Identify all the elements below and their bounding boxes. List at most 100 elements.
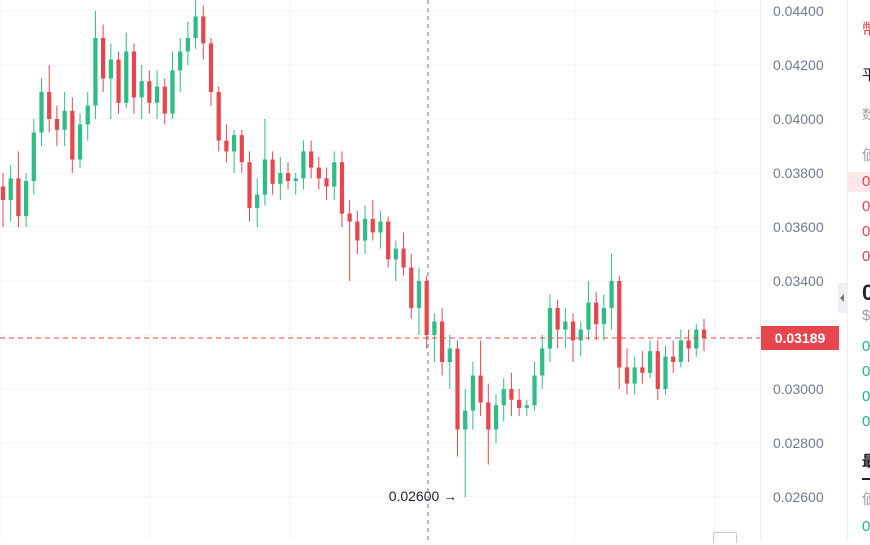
orderbook-price-column-label: 価 [862,144,870,165]
candle-body [170,70,175,114]
candle-body [255,194,260,209]
candle-body [655,351,660,389]
candle-body [478,375,483,403]
recent-trades-tab-underline [862,478,870,480]
chart-canvas[interactable]: 0.02600 → [0,0,760,540]
candle-body [116,59,121,103]
orderbook-sell-row[interactable]: 0 [862,248,870,265]
orderbook-sell-row[interactable]: 0 [862,198,870,215]
candle-body [324,178,329,187]
candle-body [455,348,460,430]
price-tick-label: 0.04400 [773,3,824,19]
candle-body [409,267,414,308]
candle-body [70,110,75,160]
candle-body [493,405,499,430]
candle-body [501,389,506,406]
orderbook-sell-row[interactable]: 0 [862,173,870,190]
candle-body [139,81,144,98]
candle-body [47,92,52,119]
price-tick-label: 0.03000 [773,381,824,397]
orderbook-buy-row[interactable]: 0 [862,413,870,430]
candle-body [162,86,167,114]
candle-body [285,173,291,182]
candle-body [23,181,29,217]
candle-body [663,356,668,389]
price-tick-label: 0.03600 [773,219,824,235]
candle-body [563,321,568,330]
candle-body [185,38,190,52]
candle-body [509,389,514,400]
candle-body [332,162,337,187]
candle-body [101,38,106,79]
candle-body [16,178,21,217]
candle-body [216,92,221,141]
price-tick-label: 0.03800 [773,165,824,181]
candle-body [355,221,360,241]
candle-body [647,351,653,373]
candle-body [231,135,237,152]
candle-body [701,329,707,338]
orderbook-tab-icon[interactable]: 幣 [862,18,870,39]
candle-body [131,51,137,98]
candle-body [578,329,583,341]
orderbook-buy-row[interactable]: 0 [862,363,870,380]
candle-body [278,173,283,184]
candle-body [594,302,599,325]
candle-body [247,162,252,209]
candle-body [339,162,345,214]
candle-body [77,124,83,160]
candle-body [239,135,244,163]
candle-body [178,51,183,71]
candle-body [393,248,398,260]
candle-body [386,221,391,260]
candle-body [316,167,321,179]
candlestick-chart[interactable]: 0.02600 → [0,0,760,540]
collapse-panel-chevron-icon[interactable] [838,283,847,313]
candle-body [108,59,113,79]
candle-body [555,308,560,330]
candle-body [154,86,160,103]
candle-body [193,16,198,38]
reset-zoom-icon[interactable] [713,532,737,543]
candle-body [517,399,522,408]
candle-body [309,151,314,168]
price-axis[interactable]: 0.04400 0.04200 0.04000 0.03800 0.03600 0.034… [760,0,839,540]
candle-body [678,340,684,362]
candle-body [378,221,383,233]
candle-body [624,367,630,384]
recent-trades-tab[interactable]: 最 [862,450,870,471]
candle-body [0,186,6,200]
orderbook-depth-highlight [848,172,870,192]
candle-body [601,308,606,325]
candle-body [486,402,491,430]
candle-body [262,159,268,195]
candle-body [432,321,437,335]
candle-body [347,213,352,222]
price-tick-label: 0.04200 [773,57,824,73]
candle-body [8,178,13,200]
candle-body [463,410,468,430]
candle-body [147,81,152,103]
candle-body [293,178,298,182]
price-tick-label: 0.03400 [773,273,824,289]
candle-body [54,119,60,130]
candle-body [540,348,545,376]
candle-body [401,248,406,268]
low-price-annotation: 0.02600 → [389,488,458,504]
orderbook-buy-row[interactable]: 0 [862,388,870,405]
candle-body [586,302,591,330]
candle-body [547,308,553,349]
candle-body [201,16,206,44]
candle-body [124,51,129,103]
candle-body [570,321,576,341]
orderbook-sell-row[interactable]: 0 [862,223,870,240]
orderbook-header-label: 平 [862,64,870,85]
orderbook-buy-row[interactable]: 0 [862,338,870,355]
candle-body [447,348,452,362]
candle-body [416,281,422,308]
recent-trade-row[interactable]: 0 [862,518,870,535]
recent-trades-price-label: 価 [862,488,870,509]
orderbook-amount-label: 数 [862,104,870,123]
price-tick-label: 0.04000 [773,111,824,127]
candle-body [686,340,691,349]
